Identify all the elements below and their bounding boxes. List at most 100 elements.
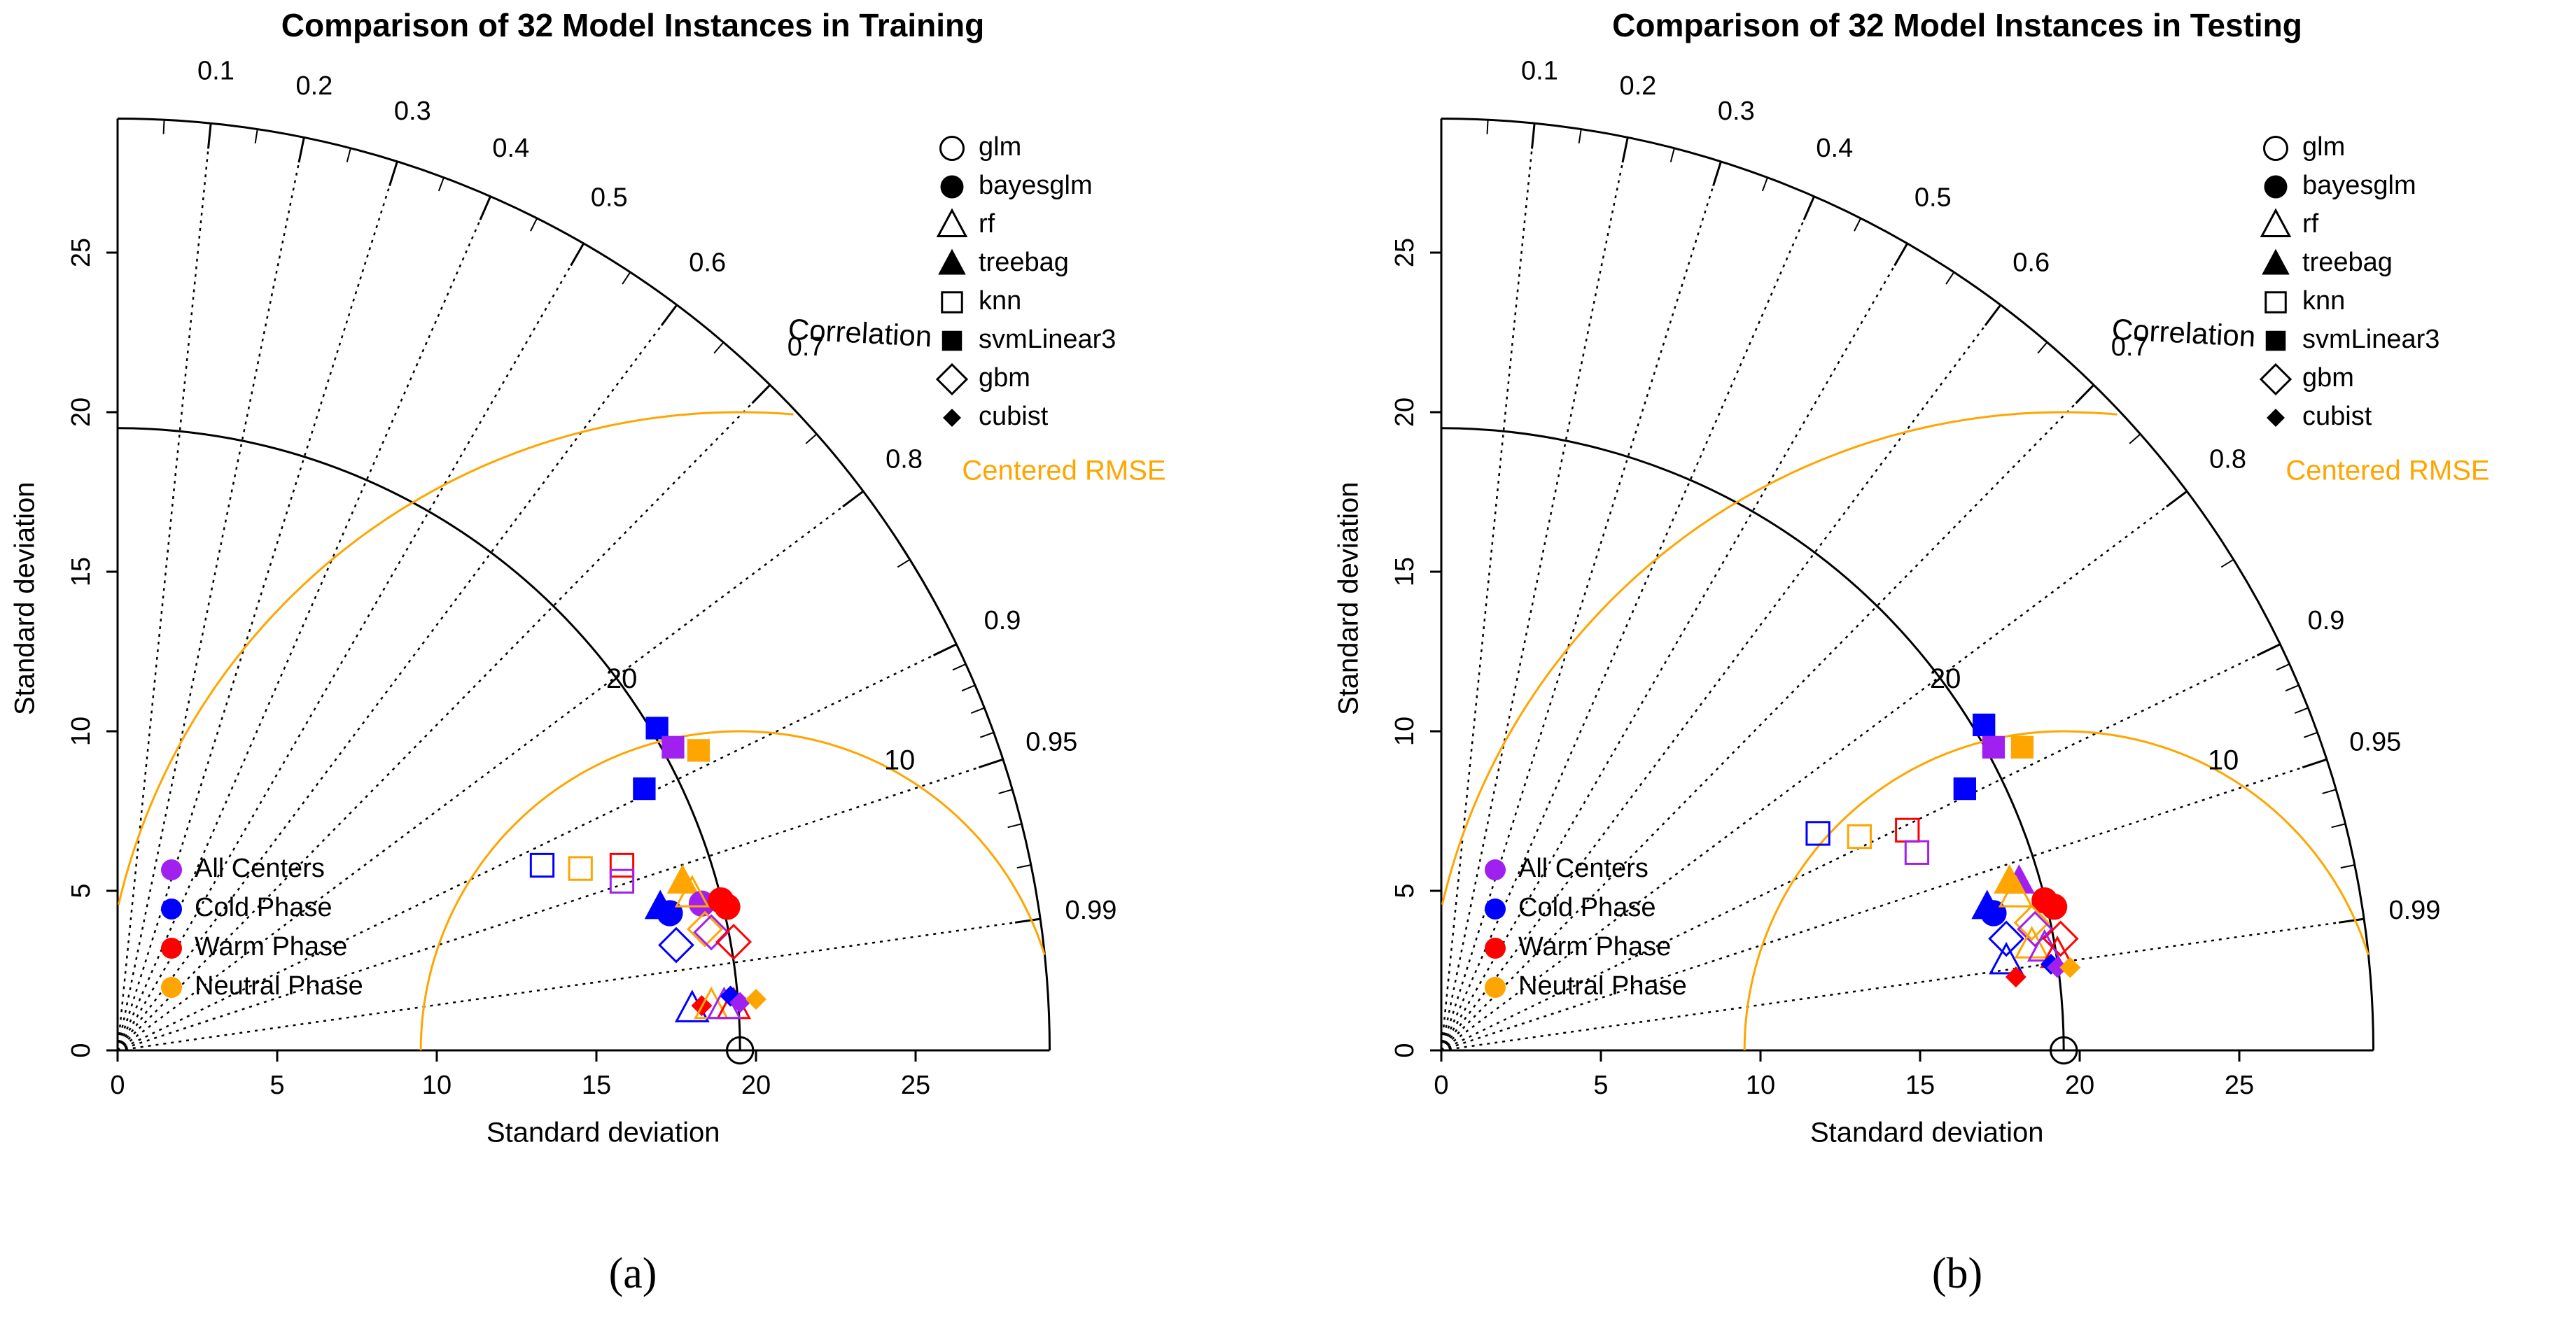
correlation-minor-tick bbox=[622, 272, 631, 285]
group-legend-label: Neutral Phase bbox=[1518, 971, 1687, 1001]
correlation-tick-label: 0.6 bbox=[689, 248, 726, 277]
legend-symbol-bayesglm bbox=[940, 175, 964, 199]
y-tick-label: 5 bbox=[66, 883, 96, 898]
legend-symbol-svmLinear3 bbox=[941, 330, 962, 351]
data-point-gbm bbox=[2013, 904, 2050, 941]
correlation-major-tick bbox=[1802, 196, 1815, 220]
data-point-cubist bbox=[2005, 966, 2026, 988]
y-axis-label: Standard deviation bbox=[1334, 481, 1364, 715]
correlation-ray bbox=[116, 304, 678, 1051]
group-legend-label: Warm Phase bbox=[1518, 932, 1671, 962]
correlation-tick-label: 0.3 bbox=[394, 97, 431, 126]
y-tick-label: 20 bbox=[66, 397, 96, 427]
rmse-label: Centered RMSE bbox=[2286, 456, 2489, 486]
correlation-tick-label: 0.8 bbox=[2209, 444, 2246, 474]
rmse-arc bbox=[419, 730, 1046, 1050]
correlation-major-tick bbox=[751, 384, 771, 404]
data-point-svmLinear3 bbox=[1982, 735, 2005, 759]
correlation-tick-label: 0.7 bbox=[788, 332, 825, 362]
sd-arc-label: 20 bbox=[1930, 663, 1961, 694]
x-tick-label: 25 bbox=[2225, 1071, 2254, 1100]
legend-label: bayesglm bbox=[979, 171, 1093, 200]
correlation-minor-tick bbox=[2294, 707, 2309, 714]
correlation-tick-label: 0.99 bbox=[1065, 896, 1116, 925]
correlation-minor-tick bbox=[1854, 218, 1862, 232]
data-point-gbm bbox=[693, 914, 730, 951]
legend-label: glm bbox=[2302, 132, 2345, 162]
correlation-major-tick bbox=[978, 758, 1004, 769]
data-point-rf bbox=[2014, 926, 2050, 959]
correlation-major-tick bbox=[479, 196, 491, 220]
correlation-tick-label: 0.1 bbox=[197, 57, 234, 86]
correlation-ray bbox=[117, 917, 1041, 1052]
legend-label: rf bbox=[979, 209, 995, 239]
correlation-ray bbox=[116, 123, 212, 1051]
legend-symbol-glm bbox=[2263, 136, 2288, 161]
correlation-tick-label: 0.95 bbox=[1026, 727, 1077, 756]
correlation-minor-tick bbox=[530, 218, 538, 232]
correlation-major-tick bbox=[1014, 917, 1041, 924]
y-tick-label: 10 bbox=[66, 717, 96, 746]
correlation-axis-label: Correlation bbox=[788, 313, 933, 353]
y-tick-label: 0 bbox=[1390, 1043, 1420, 1057]
legend-color-dot bbox=[161, 977, 182, 998]
group-legend-label: All Centers bbox=[1518, 854, 1648, 883]
data-point-rf bbox=[1998, 875, 2033, 908]
correlation-major-tick bbox=[2302, 758, 2328, 769]
y-tick-label: 25 bbox=[1390, 238, 1420, 267]
x-tick-label: 15 bbox=[1905, 1071, 1935, 1100]
correlation-tick-label: 0.7 bbox=[2111, 332, 2148, 362]
correlation-ray bbox=[1441, 384, 2094, 1051]
data-point-gbm bbox=[1988, 920, 2025, 957]
legend-symbol-treebag bbox=[938, 248, 966, 275]
data-point-knn bbox=[609, 852, 635, 878]
correlation-major-tick bbox=[298, 137, 305, 163]
legend-color-dot bbox=[1485, 859, 1506, 880]
correlation-major-tick bbox=[388, 161, 398, 187]
group-legend-label: Cold Phase bbox=[1518, 893, 1656, 922]
correlation-minor-tick bbox=[2331, 823, 2346, 829]
x-axis-label: Standard deviation bbox=[486, 1118, 720, 1148]
x-tick-label: 25 bbox=[901, 1071, 930, 1100]
correlation-major-tick bbox=[660, 304, 678, 326]
x-tick-label: 15 bbox=[582, 1071, 611, 1100]
correlation-axis-label: Correlation bbox=[2111, 313, 2257, 353]
correlation-ray bbox=[1440, 137, 1629, 1051]
rmse-arc bbox=[1743, 730, 2370, 1050]
correlation-major-tick bbox=[1893, 243, 1909, 267]
panel-label: (b) bbox=[1932, 1250, 1982, 1297]
correlation-minor-tick bbox=[2303, 731, 2318, 738]
legend-symbol-gbm bbox=[935, 362, 969, 396]
data-point-knn bbox=[1805, 821, 1830, 846]
correlation-tick-label: 0.4 bbox=[1816, 134, 1853, 163]
data-point-cubist bbox=[729, 992, 751, 1013]
correlation-ray bbox=[1440, 123, 1536, 1051]
legend-symbol-glm bbox=[939, 136, 965, 161]
correlation-minor-tick bbox=[254, 129, 258, 143]
correlation-minor-tick bbox=[998, 789, 1013, 794]
data-point-svmLinear3 bbox=[662, 735, 685, 759]
legend-symbol-treebag bbox=[2262, 248, 2290, 275]
data-point-cubist bbox=[2059, 957, 2081, 978]
x-tick-label: 5 bbox=[1593, 1071, 1608, 1100]
correlation-ray bbox=[1441, 759, 2328, 1052]
legend-symbol-knn bbox=[2264, 291, 2287, 314]
correlation-major-tick bbox=[1621, 137, 1629, 163]
x-tick-label: 5 bbox=[270, 1071, 284, 1100]
correlation-minor-tick bbox=[2129, 433, 2141, 444]
y-tick-label: 20 bbox=[1390, 397, 1420, 427]
legend-color-dot bbox=[1485, 977, 1506, 998]
legend-label: cubist bbox=[2302, 402, 2372, 431]
y-tick-label: 10 bbox=[1390, 717, 1420, 746]
data-point-bayesglm bbox=[1980, 900, 2007, 927]
correlation-minor-tick bbox=[952, 663, 967, 671]
data-point-knn bbox=[529, 852, 555, 878]
correlation-ray bbox=[117, 643, 957, 1052]
correlation-major-tick bbox=[2075, 384, 2095, 404]
data-point-knn bbox=[568, 856, 593, 881]
correlation-minor-tick bbox=[2285, 684, 2300, 692]
group-legend-label: Warm Phase bbox=[195, 932, 347, 962]
legend-symbol-bayesglm bbox=[2264, 175, 2288, 199]
